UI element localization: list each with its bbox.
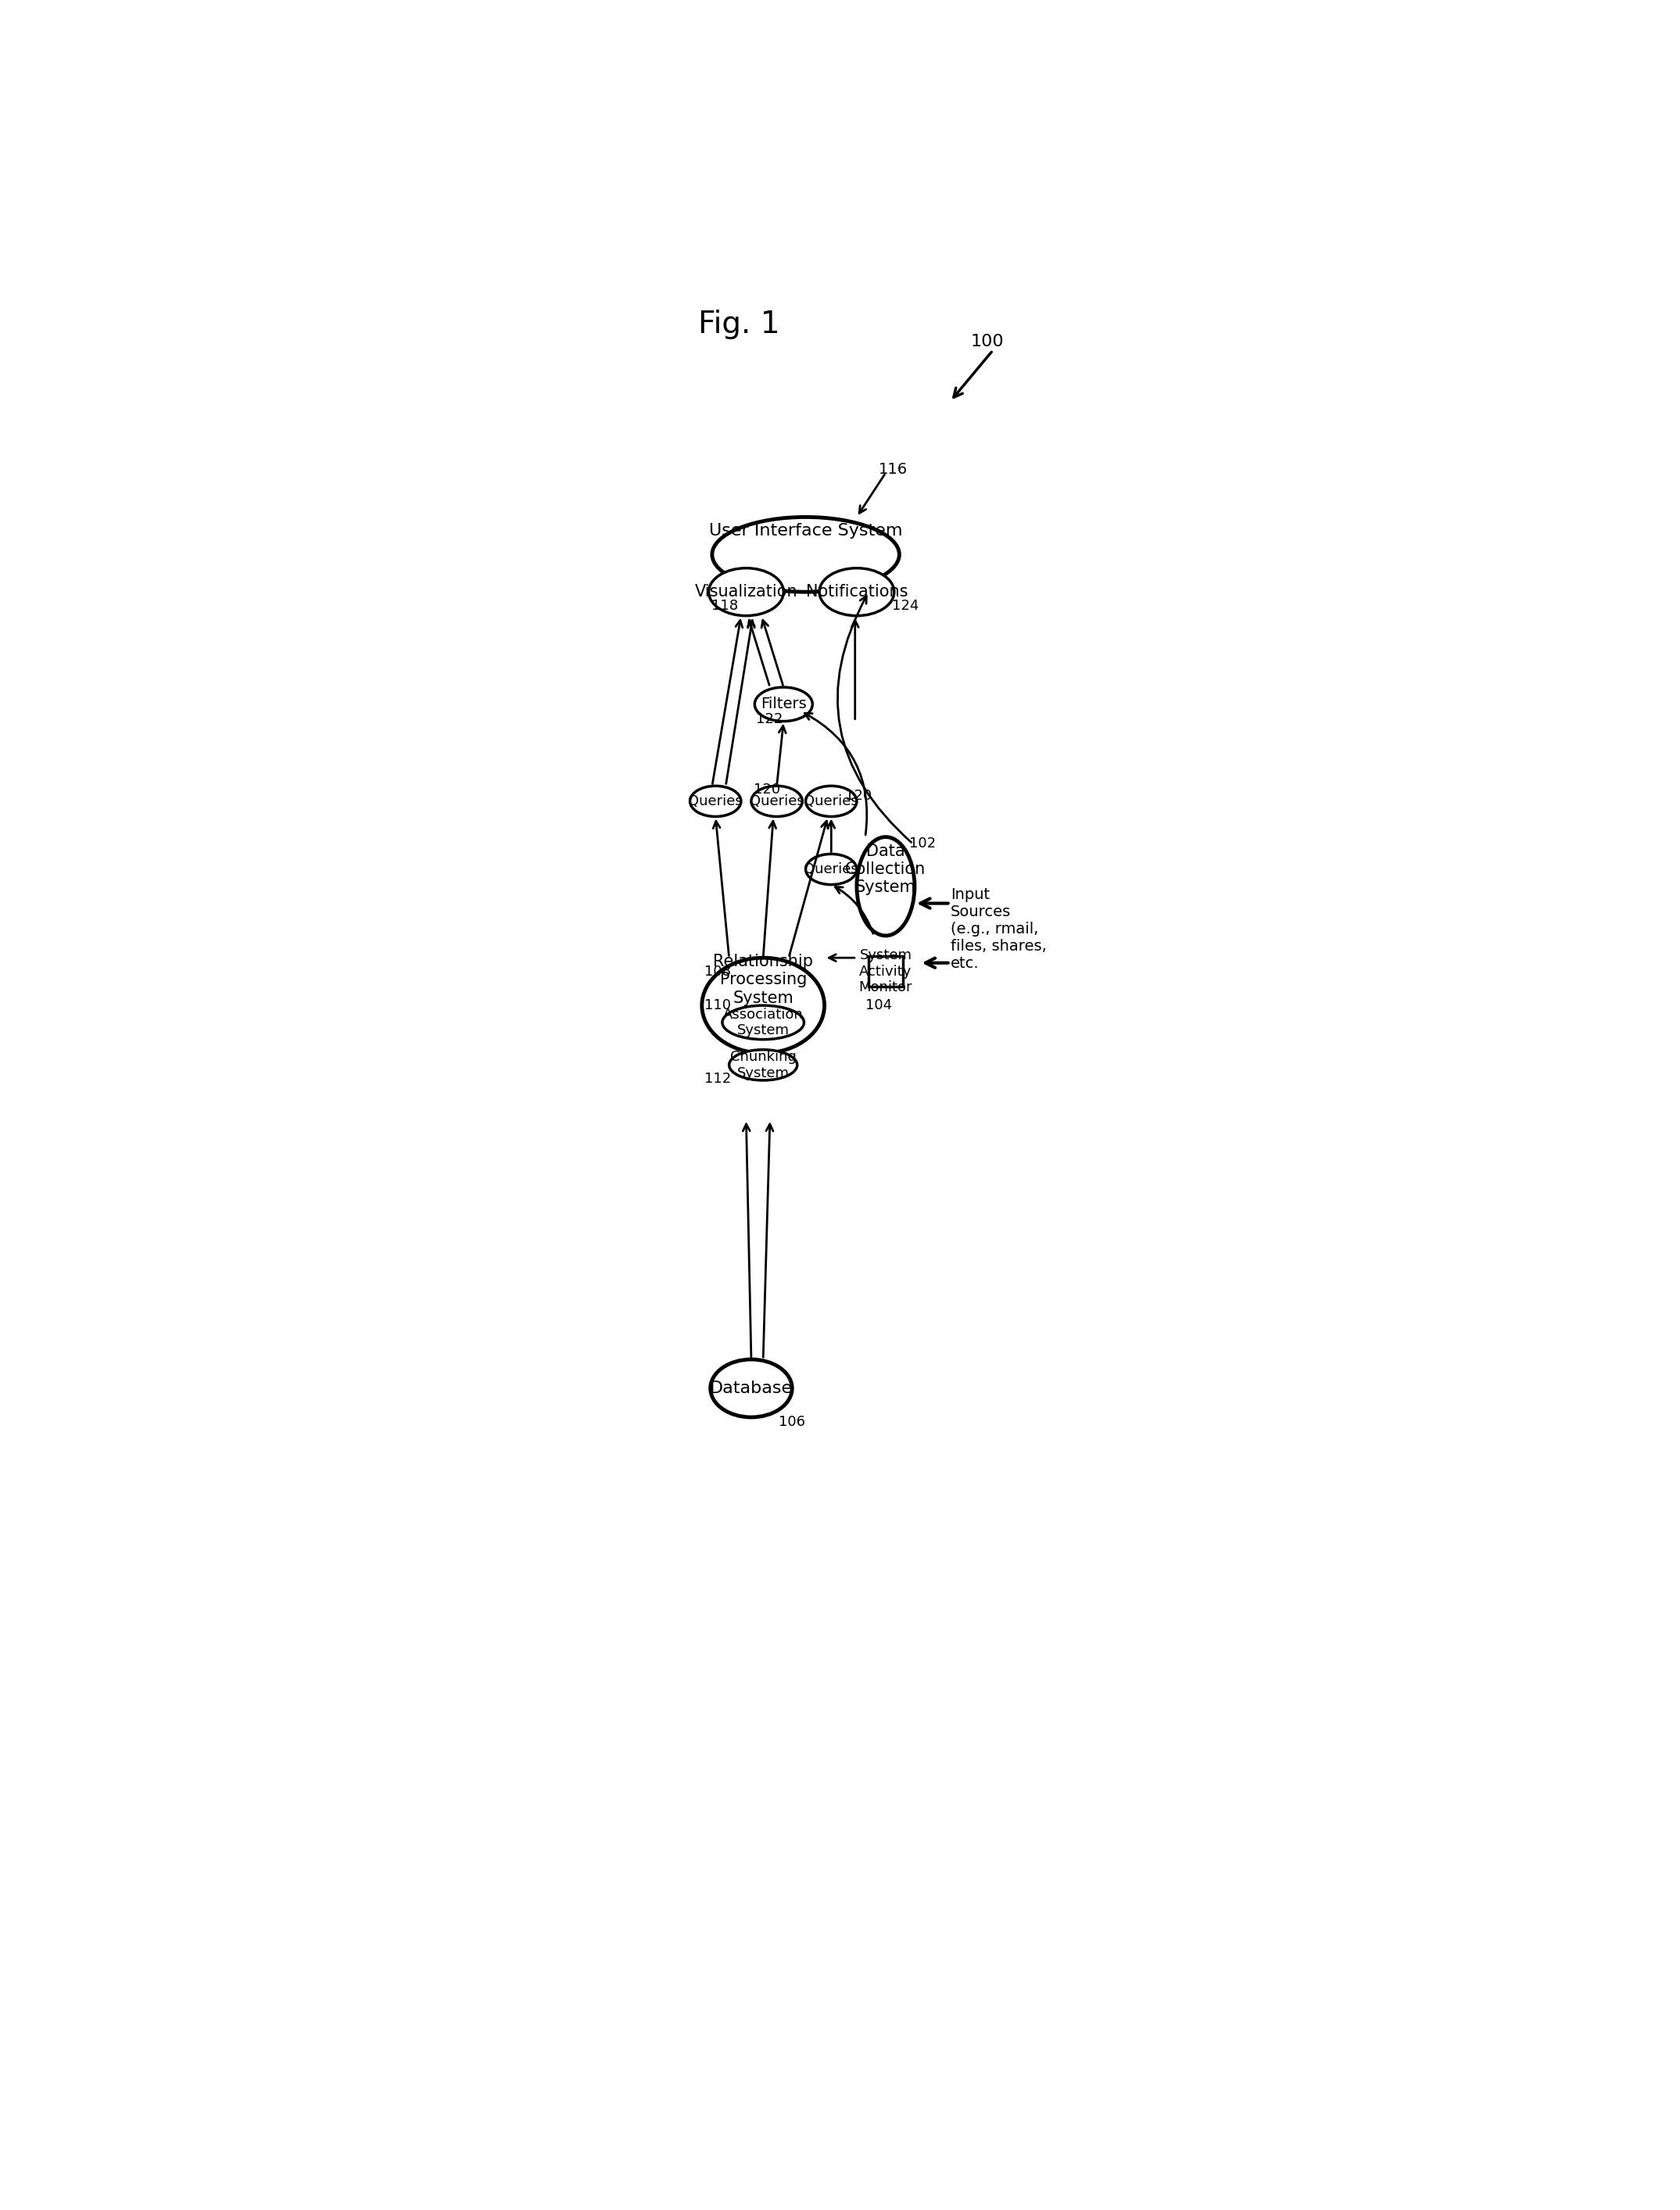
Text: Fig. 1: Fig. 1 (699, 309, 780, 340)
Text: Database: Database (709, 1381, 793, 1397)
Text: 124: 124 (892, 599, 919, 612)
Text: 100: 100 (971, 334, 1005, 349)
Ellipse shape (712, 517, 899, 592)
Bar (869, 957, 902, 986)
Text: 112: 112 (704, 1072, 731, 1085)
Text: Queries: Queries (749, 793, 805, 809)
Text: Queries: Queries (689, 793, 743, 809)
Text: 102: 102 (909, 838, 936, 851)
Text: 116: 116 (879, 462, 907, 477)
Text: Visualization: Visualization (696, 583, 798, 599)
Text: Notifications: Notifications (806, 583, 907, 599)
Ellipse shape (729, 1050, 798, 1081)
Text: Filters: Filters (761, 696, 806, 712)
Text: Chunking
System: Chunking System (731, 1050, 796, 1081)
Text: 118: 118 (711, 599, 738, 612)
Text: Association
System: Association System (722, 1008, 803, 1039)
Ellipse shape (820, 568, 894, 617)
Ellipse shape (751, 787, 803, 815)
Text: 120: 120 (754, 782, 781, 796)
Ellipse shape (754, 687, 813, 720)
Ellipse shape (702, 957, 825, 1054)
Text: 108: 108 (704, 964, 731, 979)
Text: Data
Collection
System: Data Collection System (845, 844, 926, 895)
Text: Queries: Queries (805, 793, 858, 809)
Text: 120: 120 (845, 789, 872, 802)
Text: Relationship
Processing
System: Relationship Processing System (712, 955, 813, 1006)
Ellipse shape (722, 1006, 805, 1039)
Text: User Interface System: User Interface System (709, 524, 902, 539)
Ellipse shape (709, 568, 783, 617)
Ellipse shape (690, 787, 741, 815)
Text: Input
Sources
(e.g., rmail,
files, shares,
etc.: Input Sources (e.g., rmail, files, share… (951, 886, 1047, 970)
Ellipse shape (806, 853, 857, 884)
Ellipse shape (806, 787, 857, 815)
Text: 104: 104 (865, 999, 892, 1012)
Text: 110: 110 (704, 999, 731, 1012)
Text: Queries: Queries (805, 862, 858, 877)
Text: 106: 106 (778, 1414, 805, 1430)
Text: 122: 122 (756, 712, 783, 727)
Ellipse shape (711, 1359, 791, 1417)
Ellipse shape (857, 838, 914, 935)
Text: System
Activity
Monitor: System Activity Monitor (858, 948, 912, 994)
